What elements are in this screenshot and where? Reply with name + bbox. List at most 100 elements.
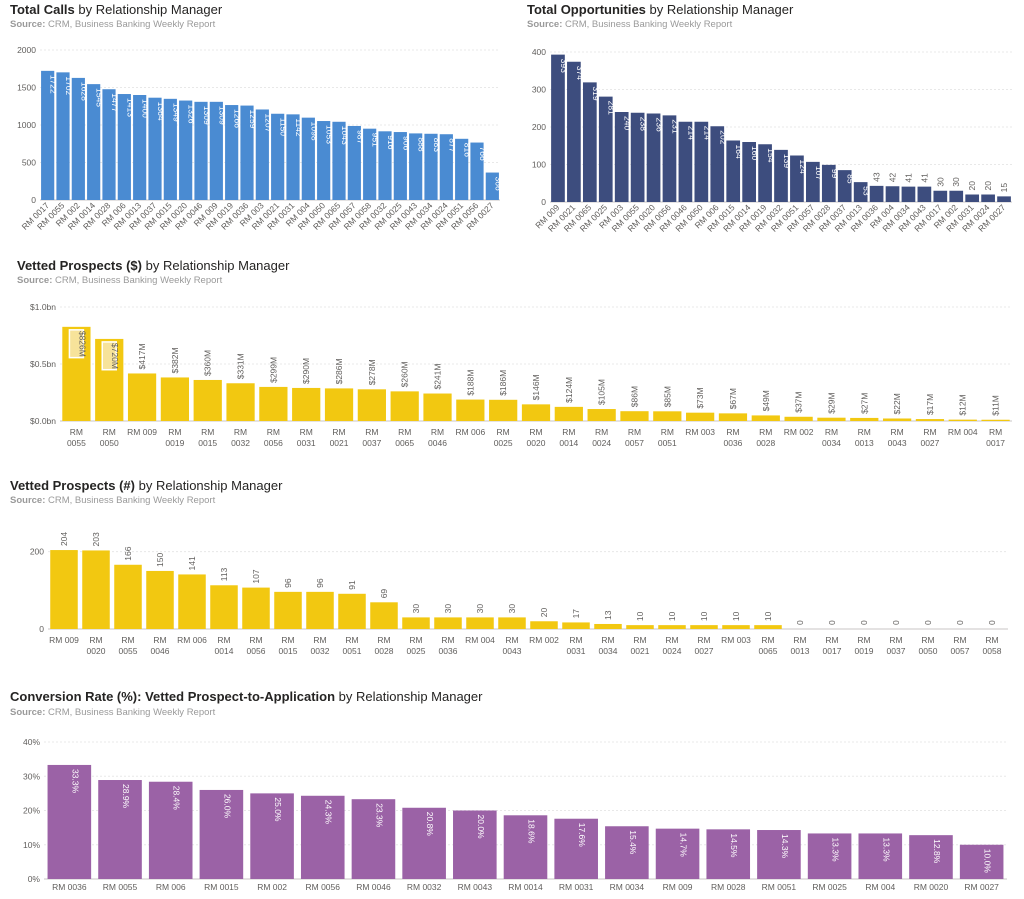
data-label: 1150	[279, 118, 289, 137]
y-tick-label: 200	[30, 547, 44, 557]
data-label: 20	[983, 181, 993, 191]
y-tick-label: 100	[532, 160, 546, 170]
x-tick-label: RM	[923, 427, 936, 437]
x-tick-label: 0031	[297, 438, 316, 448]
x-tick-label: 0027	[695, 646, 714, 656]
bar	[869, 185, 884, 202]
x-tick-label: 0028	[375, 646, 394, 656]
x-tick-label: 0058	[983, 646, 1002, 656]
vetted-prospects-usd-panel: Vetted Prospects ($) by Relationship Man…	[17, 258, 1017, 458]
data-label: 17.6%	[577, 823, 587, 848]
x-tick-label: 0017	[986, 438, 1005, 448]
x-tick-label: RM 0046	[356, 882, 391, 892]
bar	[620, 411, 649, 421]
data-label: 240	[623, 116, 633, 130]
bar	[626, 625, 654, 629]
data-label: 10	[635, 611, 645, 621]
data-label: 12.8%	[932, 839, 942, 864]
x-tick-label: RM 0014	[508, 882, 543, 892]
bar	[646, 113, 661, 202]
data-label: 20	[967, 181, 977, 191]
x-tick-label: 0056	[247, 646, 266, 656]
data-label: $11M	[991, 395, 1001, 416]
data-label: 14.5%	[729, 833, 739, 858]
bar	[133, 95, 147, 200]
bar	[292, 387, 321, 421]
bar	[370, 602, 398, 629]
data-label: $826M	[77, 331, 87, 357]
bar	[286, 114, 300, 200]
bar	[71, 77, 85, 200]
bar	[901, 186, 916, 202]
x-tick-label: RM	[70, 427, 83, 437]
x-tick-label: RM 009	[663, 882, 693, 892]
x-tick-label: RM	[89, 635, 102, 645]
bar	[148, 781, 193, 879]
y-tick-label: $0.5bn	[30, 359, 56, 369]
x-tick-label: RM	[249, 635, 262, 645]
data-label: $27M	[859, 393, 869, 414]
data-label: 96	[283, 578, 293, 588]
bar	[551, 54, 565, 202]
x-tick-label: 0025	[407, 646, 426, 656]
x-tick-label: 0020	[87, 646, 106, 656]
bar	[160, 377, 190, 421]
total-calls-panel: Total Calls by Relationship Manager Sour…	[10, 2, 510, 232]
bar	[882, 418, 912, 421]
bar	[455, 138, 469, 200]
x-tick-label: 0032	[311, 646, 330, 656]
data-label: 766	[478, 147, 488, 161]
x-tick-label: RM	[857, 635, 870, 645]
data-label: $417M	[137, 343, 147, 369]
x-tick-label: RM	[569, 635, 582, 645]
data-label: 154	[766, 148, 776, 162]
bar	[790, 155, 804, 202]
x-tick-label: RM 0015	[204, 882, 239, 892]
data-label: 951	[371, 133, 381, 147]
bar	[630, 112, 645, 202]
data-label: 13.3%	[881, 837, 891, 862]
data-label: 916	[386, 135, 396, 149]
x-tick-label: 0015	[279, 646, 298, 656]
x-tick-label: 0019	[165, 438, 184, 448]
bar	[102, 89, 116, 200]
data-label: 0	[987, 620, 997, 625]
bar	[199, 789, 244, 879]
bar	[47, 764, 92, 879]
data-label: 15.4%	[628, 830, 638, 855]
bar	[521, 404, 551, 421]
data-label: 141	[187, 556, 197, 570]
data-label: $49M	[761, 390, 771, 411]
y-tick-label: 0	[31, 195, 36, 205]
data-label: $720M	[110, 343, 120, 369]
data-label: 43	[872, 172, 882, 182]
x-tick-label: 0051	[658, 438, 677, 448]
x-tick-label: 0050	[919, 646, 938, 656]
data-label: 203	[91, 532, 101, 546]
x-tick-label: RM	[234, 427, 247, 437]
total-opportunities-panel: Total Opportunities by Relationship Mana…	[527, 2, 1017, 234]
data-label: $186M	[498, 370, 508, 396]
x-tick-label: 0050	[100, 438, 119, 448]
data-label: 906	[401, 136, 411, 150]
bar	[582, 82, 597, 202]
bar	[390, 391, 419, 421]
x-tick-label: RM 006	[156, 882, 186, 892]
data-label: $278M	[367, 359, 377, 385]
data-label: 160	[750, 146, 760, 160]
data-label: 393	[559, 59, 569, 73]
conversion-rate-panel: Conversion Rate (%): Vetted Prospect-to-…	[10, 689, 1015, 897]
bar	[758, 144, 772, 202]
data-label: 1142	[294, 118, 304, 137]
data-label: 42	[887, 173, 897, 183]
data-label: 214	[702, 126, 712, 140]
bar	[409, 133, 423, 200]
x-tick-label: RM	[300, 427, 313, 437]
y-tick-label: 0	[541, 197, 546, 207]
data-label: 0	[955, 620, 965, 625]
x-tick-label: 0046	[428, 438, 447, 448]
data-label: 883	[432, 138, 442, 152]
bar	[751, 415, 780, 421]
data-label: 816	[463, 143, 473, 157]
